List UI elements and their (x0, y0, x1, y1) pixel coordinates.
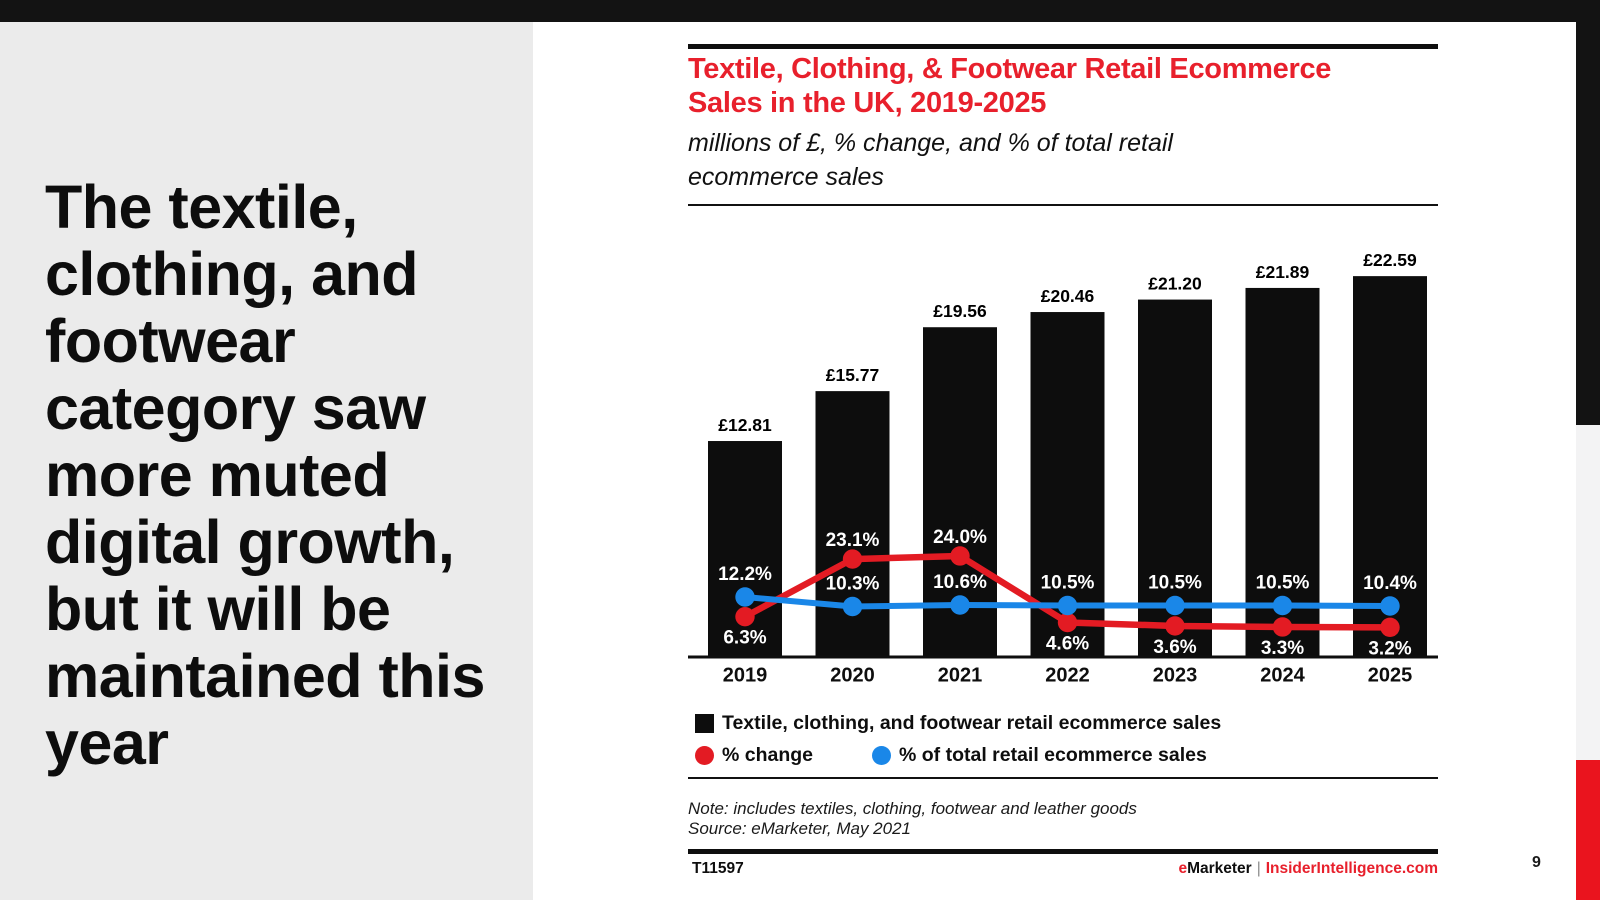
bar-value-label-2025: £22.59 (1363, 250, 1417, 270)
right-edge-black-strip (1576, 0, 1600, 425)
pct-change-label-2025: 3.2% (1368, 638, 1411, 659)
legend-row-1: Textile, clothing, and footwear retail e… (695, 710, 1438, 736)
pct-change-point-2025 (1380, 617, 1400, 638)
x-axis-label-2023: 2023 (1153, 665, 1198, 687)
chart-title: Textile, Clothing, & Footwear Retail Eco… (688, 53, 1332, 119)
pct-of-total-label-2025: 10.4% (1363, 573, 1417, 594)
note-rule (688, 777, 1438, 779)
brand-separator: | (1256, 860, 1261, 877)
x-axis-label-2019: 2019 (723, 665, 768, 687)
pct-change-point-2021 (950, 546, 970, 566)
pct-change-point-2022 (1057, 612, 1078, 633)
pct-of-total-label-2022: 10.5% (1041, 573, 1095, 594)
pct-change-label-2019: 6.3% (723, 628, 766, 649)
brand-lockup: eMarketer | InsiderIntelligence.com (1178, 860, 1438, 878)
pct-change-label-2020: 23.1% (826, 530, 880, 551)
pct-change-point-2020 (842, 549, 863, 569)
brand-site: InsiderIntelligence.com (1265, 860, 1438, 877)
footer-rule (688, 849, 1438, 854)
legend-row-2: % change % of total retail ecommerce sal… (695, 742, 1438, 768)
footer-row: T11597 eMarketer | InsiderIntelligence.com (688, 860, 1438, 878)
x-axis-label-2022: 2022 (1045, 665, 1090, 687)
legend-red-dot-icon (695, 745, 714, 765)
pct-change-point-2019 (735, 606, 755, 627)
pct-of-total-label-2023: 10.5% (1148, 573, 1202, 594)
x-axis-label-2025: 2025 (1368, 665, 1413, 687)
bar-2024 (1245, 287, 1320, 657)
pct-change-label-2024: 3.3% (1261, 638, 1304, 659)
chart-header-rule (688, 204, 1438, 206)
pct-of-total-point-2020 (842, 596, 863, 617)
left-panel: The textile, clothing, and footwear cate… (0, 22, 533, 900)
legend-bar-swatch (695, 713, 714, 733)
chart-subtitle: millions of £, % change, and % of total … (688, 129, 1173, 191)
pct-of-total-point-2021 (950, 595, 970, 615)
bar-value-label-2019: £12.81 (718, 415, 772, 435)
combo-chart-svg: £12.81 £15.77 £19.56 £20.46 £21.20 £21.89 £22.… (688, 250, 1438, 687)
brand-e: e (1178, 860, 1188, 877)
x-axis-label-2021: 2021 (938, 665, 983, 687)
x-axis-label-2024: 2024 (1260, 665, 1305, 687)
bar-value-label-2021: £19.56 (933, 301, 987, 321)
legend-blue-dot-icon (872, 745, 891, 765)
chart: £12.81 £15.77 £19.56 £20.46 £21.20 £21.89 £22.… (688, 232, 1438, 697)
pct-of-total-point-2024 (1272, 595, 1293, 616)
chart-top-rule (688, 44, 1438, 49)
x-axis-label-2020: 2020 (830, 665, 875, 687)
pct-of-total-point-2019 (735, 587, 755, 607)
bar-value-label-2020: £15.77 (826, 365, 880, 385)
pct-of-total-point-2023 (1165, 595, 1185, 616)
bar-value-label-2022: £20.46 (1041, 286, 1095, 306)
bar-value-label-2023: £21.20 (1148, 274, 1202, 294)
chart-id: T11597 (692, 860, 744, 877)
legend-pct-change-label: % change (722, 743, 814, 766)
bar-2025 (1353, 276, 1427, 657)
legend-item-pct-total: % of total retail ecommerce sales (872, 744, 1207, 767)
bar-value-label-2024: £21.89 (1256, 262, 1310, 282)
legend-item-pct-change: % change (695, 744, 872, 767)
page-number: 9 (1532, 854, 1541, 871)
x-axis-line (688, 655, 1438, 659)
brand-marketer: Marketer (1187, 860, 1252, 877)
chart-column: Textile, Clothing, & Footwear Retail Eco… (688, 44, 1438, 878)
pct-of-total-label-2024: 10.5% (1256, 573, 1310, 594)
pct-of-total-label-2020: 10.3% (826, 574, 880, 595)
right-edge-gray-strip (1576, 425, 1600, 760)
slide-headline: The textile, clothing, and footwear cate… (45, 173, 485, 777)
pct-of-total-point-2022 (1057, 595, 1078, 616)
pct-of-total-point-2025 (1380, 596, 1400, 616)
pct-of-total-label-2021: 10.6% (933, 572, 987, 593)
bar-2020 (815, 391, 890, 657)
legend-pct-total-label: % of total retail ecommerce sales (899, 743, 1207, 766)
legend-bar-label: Textile, clothing, and footwear retail e… (722, 711, 1222, 734)
right-edge-red-strip (1576, 760, 1600, 900)
pct-of-total-label-2019: 12.2% (718, 564, 772, 585)
pct-change-label-2021: 24.0% (933, 527, 987, 548)
pct-change-point-2024 (1272, 617, 1293, 637)
note-block: Note: includes textiles, clothing, footw… (688, 799, 1438, 839)
pct-change-label-2023: 3.6% (1153, 637, 1196, 658)
top-accent-bar (0, 0, 1600, 22)
pct-change-label-2022: 4.6% (1046, 634, 1089, 655)
pct-change-point-2023 (1165, 616, 1185, 636)
chart-legend: Textile, clothing, and footwear retail e… (688, 710, 1438, 768)
chart-source: Source: eMarketer, May 2021 (688, 819, 912, 838)
chart-note: Note: includes textiles, clothing, footw… (688, 799, 1137, 818)
